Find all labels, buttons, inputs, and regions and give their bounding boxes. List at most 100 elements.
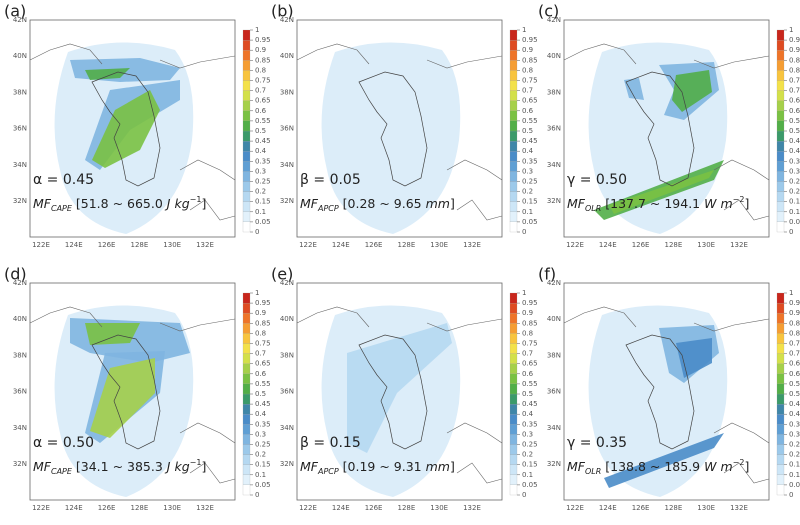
lat-label: 32N — [547, 197, 561, 205]
colorbar-tick-label: 0.5 — [789, 390, 800, 398]
colorbar-tick-label: 0.55 — [789, 380, 800, 388]
colorbar-segment — [776, 141, 785, 152]
colorbar-tick-label: 0.6 — [522, 107, 534, 115]
lat-label: 36N — [547, 125, 561, 133]
colorbar-tick-label: 0.1 — [789, 208, 800, 216]
mf-part: W m — [704, 196, 733, 211]
lon-label: 130E — [697, 241, 715, 249]
mf-part: ] — [201, 196, 206, 211]
lon-label: 130E — [163, 241, 181, 249]
mf-part: [0.19 ~ 9.31 — [339, 459, 426, 474]
coastline — [296, 43, 503, 221]
mf-part: MF — [300, 196, 319, 211]
lon-label: 124E — [65, 241, 83, 249]
colorbar-segment — [776, 313, 785, 324]
colorbar-segment — [776, 29, 785, 41]
colorbar-segment — [242, 60, 251, 71]
colorbar-tick-label: 0.25 — [522, 178, 538, 186]
colorbar-tick-label: 0.45 — [522, 137, 538, 145]
colorbar-tick-label: 1 — [789, 289, 793, 297]
lat-label: 38N — [547, 88, 561, 96]
colorbar-segment — [242, 141, 251, 152]
mf-part: −1 — [190, 195, 202, 204]
colorbar-segment — [776, 181, 785, 192]
lon-label: 128E — [131, 504, 149, 512]
panel-label: (e) — [271, 265, 293, 284]
colorbar-segment — [509, 464, 518, 475]
lat-label: 38N — [13, 351, 27, 359]
colorbar-tick-label: 0.8 — [255, 66, 266, 74]
colorbar-tick-label: 0.6 — [255, 107, 267, 115]
lat-label: 38N — [280, 88, 294, 96]
colorbar-segment — [242, 100, 251, 111]
colorbar-tick-label: 0.4 — [522, 147, 534, 155]
colorbar-tick-label: 0.5 — [522, 390, 533, 398]
colorbar-segment — [776, 221, 785, 233]
colorbar-tick-label: 0.85 — [789, 56, 800, 64]
colorbar-tick-label: 0.9 — [522, 46, 533, 54]
colorbar-tick-label: 0.9 — [789, 309, 800, 317]
lon-label: 126E — [632, 241, 650, 249]
coastline — [29, 43, 236, 221]
colorbar-tick-label: 0.15 — [789, 461, 800, 469]
lat-label: 40N — [547, 315, 561, 323]
coastline — [91, 71, 161, 187]
colorbar-segment — [776, 292, 785, 304]
mf-part: MF — [33, 459, 52, 474]
colorbar-tick-label: 0.2 — [255, 451, 266, 459]
colorbar-tick-label: 0.65 — [255, 97, 271, 105]
colorbar-segment — [242, 404, 251, 415]
parameter: α = 0.50 — [33, 435, 94, 451]
lat-label: 42N — [280, 279, 294, 287]
colorbar-tick-label: 0.7 — [789, 87, 800, 95]
map — [29, 19, 236, 238]
colorbar-tick-label: 0.65 — [522, 360, 538, 368]
colorbar-segment — [509, 343, 518, 354]
colorbar-tick-label: 0.1 — [522, 471, 533, 479]
colorbar-segment — [509, 444, 518, 455]
colorbar-tick-label: 0.4 — [789, 147, 800, 155]
colorbar-tick-label: 0.7 — [255, 87, 266, 95]
colorbar-segment — [776, 39, 785, 51]
colorbar-tick-label: 0.35 — [255, 157, 271, 165]
mf-part: APCP — [317, 204, 339, 213]
colorbar-tick-label: 0 — [255, 491, 259, 499]
colorbar-tick-label: 0.05 — [255, 218, 271, 226]
colorbar-tick-label: 0.85 — [789, 319, 800, 327]
colorbar-segment — [242, 191, 251, 202]
lon-label: 126E — [98, 504, 116, 512]
panel-label: (c) — [538, 2, 559, 21]
lon-label: 122E — [299, 504, 317, 512]
colorbar-tick-label: 0.7 — [255, 350, 266, 358]
colorbar-segment — [509, 181, 518, 192]
lat-label: 36N — [280, 388, 294, 396]
colorbar-segment — [776, 414, 785, 425]
colorbar-tick-label: 0.05 — [789, 481, 800, 489]
colorbar-segment — [242, 120, 251, 132]
colorbar-tick-label: 0.3 — [789, 167, 800, 175]
colorbar-segment — [242, 90, 251, 101]
colorbar-segment — [242, 363, 251, 374]
colorbar-tick-label: 0.5 — [522, 127, 533, 135]
colorbar-tick-label: 0.7 — [789, 350, 800, 358]
lon-label: 122E — [32, 504, 50, 512]
coastline — [358, 71, 428, 187]
mf-part: [137.7 ~ 194.1 — [601, 196, 704, 211]
mf-part: CAPE — [51, 467, 73, 476]
colorbar-tick-label: 0.95 — [255, 36, 271, 44]
mf-range: MFAPCP [0.19 ~ 9.31 mm] — [300, 459, 455, 476]
colorbar-tick-label: 0.35 — [255, 420, 271, 428]
colorbar-tick-label: 0.45 — [789, 137, 800, 145]
colorbar-tick-label: 0.65 — [522, 97, 538, 105]
lon-label: 122E — [566, 504, 584, 512]
lon-label: 124E — [599, 241, 617, 249]
colorbar-segment — [509, 333, 518, 344]
colorbar-segment — [242, 454, 251, 465]
colorbar-tick-label: 0.9 — [789, 46, 800, 54]
colorbar-tick-label: 0.25 — [789, 178, 800, 186]
colorbar-segment — [776, 323, 785, 334]
colorbar-tick-label: 0.05 — [255, 481, 271, 489]
mf-part: APCP — [317, 467, 339, 476]
colorbar-segment — [776, 353, 785, 364]
colorbar-tick-label: 0.8 — [789, 329, 800, 337]
